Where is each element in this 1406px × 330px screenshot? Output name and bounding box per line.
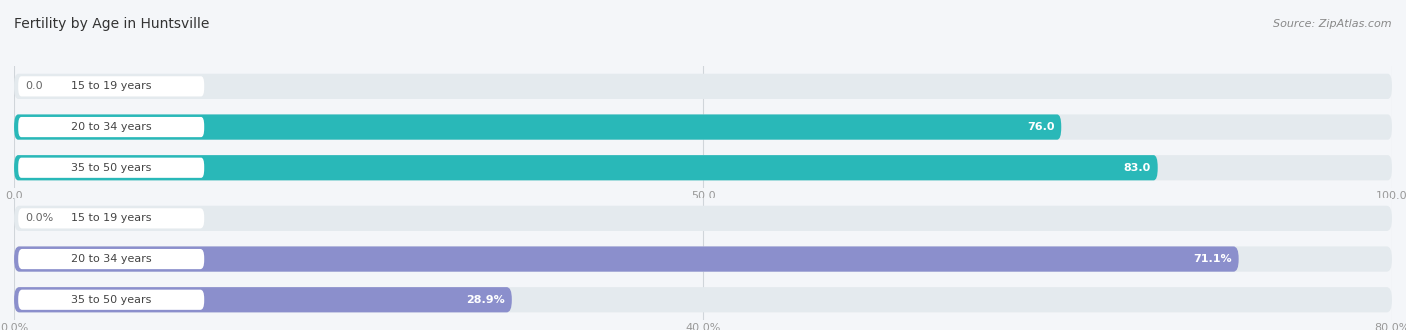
Text: 20 to 34 years: 20 to 34 years	[70, 122, 152, 132]
FancyBboxPatch shape	[14, 247, 1239, 272]
FancyBboxPatch shape	[14, 155, 1157, 181]
FancyBboxPatch shape	[14, 287, 1392, 313]
Text: 20 to 34 years: 20 to 34 years	[70, 254, 152, 264]
Text: 35 to 50 years: 35 to 50 years	[72, 163, 152, 173]
FancyBboxPatch shape	[18, 76, 204, 96]
FancyBboxPatch shape	[18, 208, 204, 228]
FancyBboxPatch shape	[18, 249, 204, 269]
Text: Source: ZipAtlas.com: Source: ZipAtlas.com	[1274, 19, 1392, 29]
FancyBboxPatch shape	[14, 115, 1392, 140]
FancyBboxPatch shape	[18, 290, 204, 310]
Text: 0.0: 0.0	[25, 82, 42, 91]
Text: 15 to 19 years: 15 to 19 years	[70, 82, 152, 91]
Text: Fertility by Age in Huntsville: Fertility by Age in Huntsville	[14, 17, 209, 31]
FancyBboxPatch shape	[14, 74, 1392, 99]
FancyBboxPatch shape	[14, 155, 1392, 181]
Text: 15 to 19 years: 15 to 19 years	[70, 214, 152, 223]
FancyBboxPatch shape	[14, 287, 512, 313]
Text: 28.9%: 28.9%	[467, 295, 505, 305]
FancyBboxPatch shape	[14, 115, 1062, 140]
FancyBboxPatch shape	[14, 206, 1392, 231]
FancyBboxPatch shape	[14, 247, 1392, 272]
FancyBboxPatch shape	[18, 158, 204, 178]
Text: 76.0: 76.0	[1026, 122, 1054, 132]
Text: 83.0: 83.0	[1123, 163, 1152, 173]
Text: 35 to 50 years: 35 to 50 years	[72, 295, 152, 305]
Text: 0.0%: 0.0%	[25, 214, 53, 223]
FancyBboxPatch shape	[18, 117, 204, 137]
Text: 71.1%: 71.1%	[1194, 254, 1232, 264]
